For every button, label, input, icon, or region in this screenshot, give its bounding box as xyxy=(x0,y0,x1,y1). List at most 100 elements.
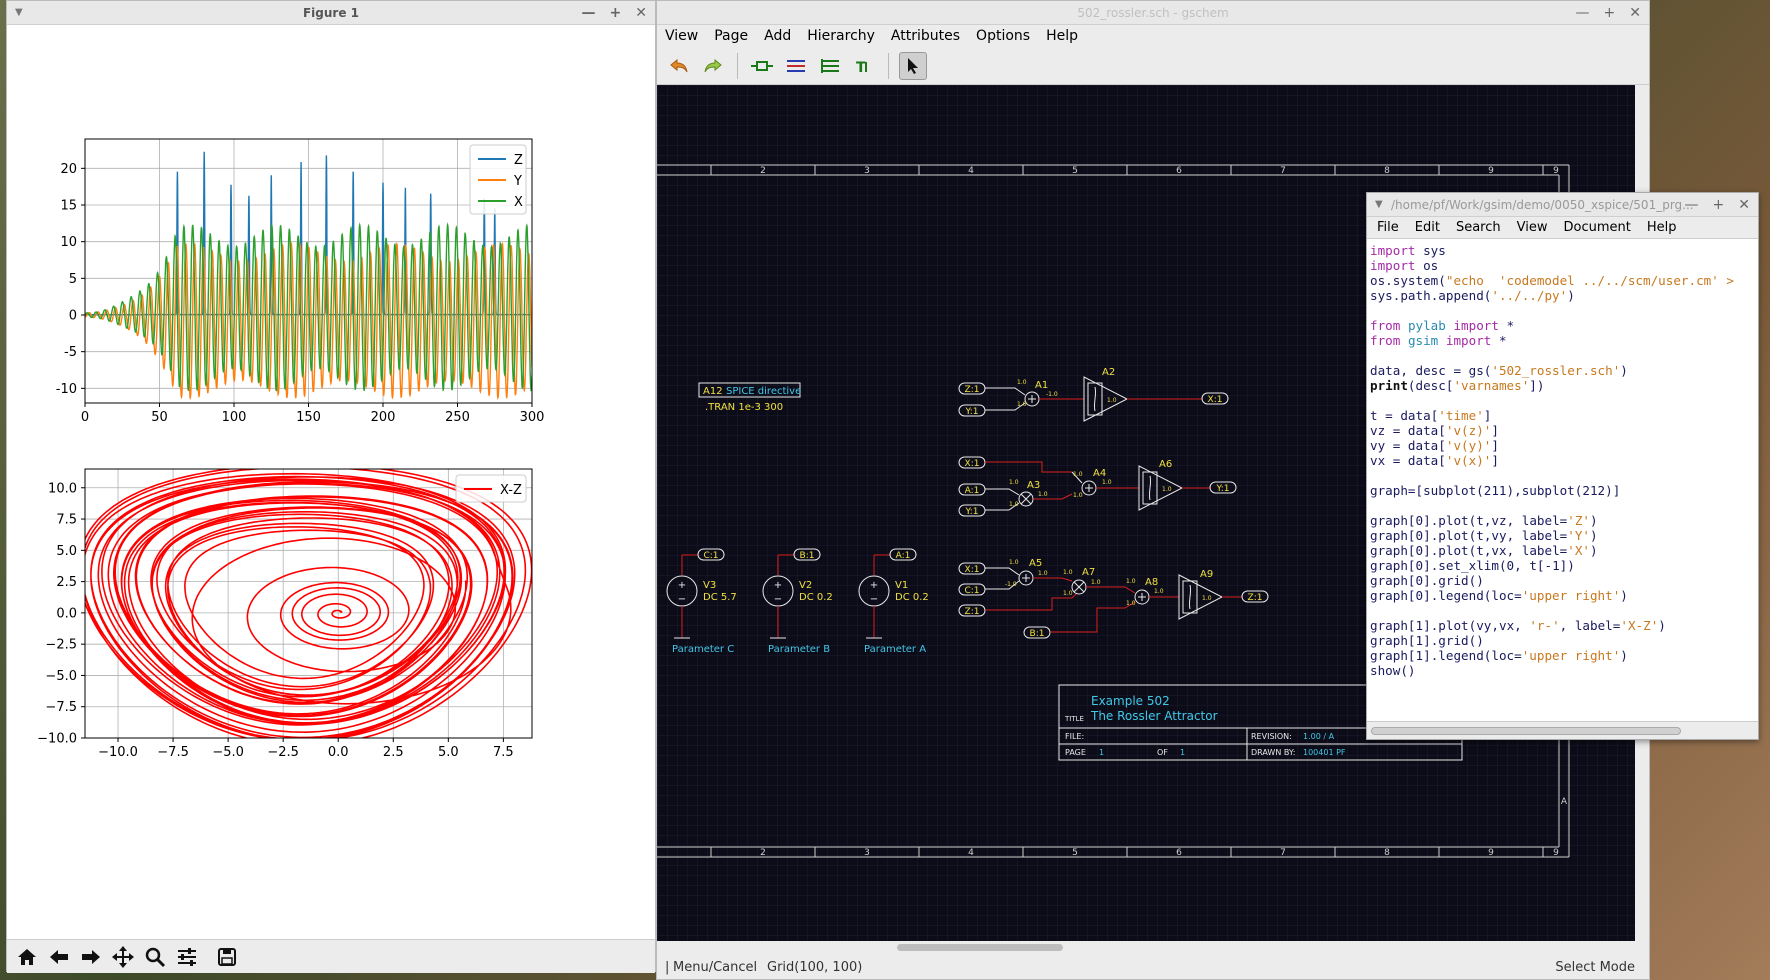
source-value: DC 0.2 xyxy=(895,592,929,603)
add-component-icon[interactable] xyxy=(748,52,776,80)
scroll-thumb[interactable] xyxy=(1371,727,1681,735)
svg-text:Z:1: Z:1 xyxy=(965,385,980,395)
menu-view[interactable]: View xyxy=(665,28,699,44)
menu-search[interactable]: Search xyxy=(1455,220,1501,235)
code-line xyxy=(1370,468,1758,483)
frame-numbers: 2 3 4 5 6 7 8 9 9 2 3 4 5 6 7 8 9 9 A xyxy=(760,166,1568,858)
y-tick-label: −7.5 xyxy=(45,700,77,715)
menu-help[interactable]: Help xyxy=(1646,220,1677,235)
svg-text:1.0: 1.0 xyxy=(1126,578,1136,585)
frame-number: 9 xyxy=(1488,166,1494,176)
svg-text:1.0: 1.0 xyxy=(1202,595,1212,602)
menu-file[interactable]: File xyxy=(1377,220,1399,235)
close-icon[interactable]: ✕ xyxy=(1629,4,1641,21)
svg-text:+: + xyxy=(774,580,782,591)
svg-text:-1.0: -1.0 xyxy=(1046,391,1058,398)
y-tick-label: −2.5 xyxy=(45,638,77,653)
source-caption: Parameter C xyxy=(672,644,734,655)
figure-titlebar[interactable]: ▼ Figure 1 — + ✕ xyxy=(7,1,655,25)
menu-add[interactable]: Add xyxy=(764,28,792,44)
window-menu-icon[interactable]: ▼ xyxy=(1375,199,1383,210)
svg-text:1.0: 1.0 xyxy=(1009,501,1019,508)
x-tick-label: 2.5 xyxy=(383,745,404,760)
horizontal-scrollbar[interactable] xyxy=(657,941,1635,955)
svg-text:1.0: 1.0 xyxy=(1017,401,1027,408)
minimize-icon[interactable]: — xyxy=(1684,196,1699,213)
svg-text:1.0: 1.0 xyxy=(1009,479,1019,486)
title-block[interactable]: TITLE Example 502 The Rossler Attractor … xyxy=(1058,684,1463,761)
frame-number: 9 xyxy=(1553,848,1559,858)
window-menu-icon[interactable]: ▼ xyxy=(15,7,23,18)
menu-view[interactable]: View xyxy=(1516,220,1548,235)
home-icon[interactable] xyxy=(13,943,41,971)
menu-attributes[interactable]: Attributes xyxy=(890,28,961,44)
code-editor[interactable]: import sys import os os.system("echo 'code… xyxy=(1367,241,1758,721)
code-line: graph[0].plot(t,vz, label='Z') xyxy=(1370,513,1598,528)
minimize-icon[interactable]: — xyxy=(1575,4,1590,21)
frame-number: 6 xyxy=(1176,848,1182,858)
pan-icon[interactable] xyxy=(109,943,137,971)
frame-number: 9 xyxy=(1488,848,1494,858)
undo-icon[interactable] xyxy=(665,52,693,80)
code-line: graph[0].plot(t,vx, label='X') xyxy=(1370,543,1598,558)
add-text-icon[interactable]: T xyxy=(850,52,878,80)
menu-document[interactable]: Document xyxy=(1563,220,1631,235)
maximize-icon[interactable]: + xyxy=(609,4,622,21)
net-label xyxy=(889,548,917,561)
svg-text:TITLE: TITLE xyxy=(1064,715,1084,723)
add-net-icon[interactable] xyxy=(782,52,810,80)
svg-text:A4: A4 xyxy=(1093,468,1106,479)
svg-text:Z:1: Z:1 xyxy=(1248,593,1263,603)
menu-help[interactable]: Help xyxy=(1046,28,1078,44)
x-tick-label: −2.5 xyxy=(267,745,299,760)
code-line: graph[0].plot(t,vy, label='Y') xyxy=(1370,528,1598,543)
svg-text:1.0: 1.0 xyxy=(1091,579,1101,586)
row-y-integrator[interactable]: X:1 A:1 Y:1 A3 1.0 1.0 1.0 A4 1.0 1.0 1.… xyxy=(958,456,1237,517)
y-tick-label: −10.0 xyxy=(37,732,77,747)
menu-options[interactable]: Options xyxy=(976,28,1031,44)
svg-text:+: + xyxy=(870,580,878,591)
maximize-icon[interactable]: + xyxy=(1712,196,1725,213)
svg-text:B:1: B:1 xyxy=(1030,629,1045,639)
y-tick-label: 5 xyxy=(69,272,77,287)
x-tick-label: 7.5 xyxy=(493,745,514,760)
scroll-thumb[interactable] xyxy=(897,944,1063,951)
legend: ZYX xyxy=(469,144,527,215)
spice-directive[interactable]: A12 SPICE directive .TRAN 1e-3 300 xyxy=(698,382,801,413)
menu-hierarchy[interactable]: Hierarchy xyxy=(807,28,875,44)
maximize-icon[interactable]: + xyxy=(1603,4,1616,21)
forward-icon[interactable] xyxy=(77,943,105,971)
select-arrow-icon[interactable] xyxy=(899,51,927,80)
figure-canvas[interactable]: 0 50 100 150 200 250 300-10-505101520ZYX−10.0−… xyxy=(7,25,655,939)
series-x-z-line xyxy=(85,469,532,738)
code-line: from gsim import * xyxy=(1370,333,1507,348)
back-icon[interactable] xyxy=(45,943,73,971)
close-icon[interactable]: ✕ xyxy=(1738,196,1750,213)
menu-page[interactable]: Page xyxy=(714,28,749,44)
svg-text:SPICE directive: SPICE directive xyxy=(726,386,801,397)
code-line xyxy=(1370,348,1758,363)
configure-icon[interactable] xyxy=(173,943,201,971)
add-bus-icon[interactable] xyxy=(816,52,844,80)
row-z-integrator[interactable]: X:1 C:1 Z:1 B:1 A5 1.0 -1.0 1.0 A7 1.0 1… xyxy=(958,558,1269,639)
source-value: DC 0.2 xyxy=(799,592,833,603)
horizontal-scrollbar[interactable] xyxy=(1367,721,1758,739)
row-x-integrator[interactable]: Z:1 Y:1 A1 1.0 1.0 -1.0 A2 1.0 X:1 xyxy=(958,367,1229,422)
menu-edit[interactable]: Edit xyxy=(1414,220,1440,235)
code-line: show() xyxy=(1370,663,1416,678)
zoom-icon[interactable] xyxy=(141,943,169,971)
code-line: vz = data['v(z)'] xyxy=(1370,423,1499,438)
minimize-icon[interactable]: — xyxy=(581,4,596,21)
close-icon[interactable]: ✕ xyxy=(635,4,647,21)
code-line: t = data['time'] xyxy=(1370,408,1492,423)
x-tick-label: 5.0 xyxy=(438,745,459,760)
svg-text:T: T xyxy=(856,60,866,75)
gschem-titlebar[interactable]: 502_rossler.sch - gschem — + ✕ xyxy=(657,1,1649,25)
redo-icon[interactable] xyxy=(699,52,727,80)
editor-titlebar[interactable]: ▼ /home/pf/Work/gsim/demo/0050_xspice/50… xyxy=(1367,193,1758,217)
y-tick-label: 20 xyxy=(60,162,77,177)
save-icon[interactable] xyxy=(213,943,241,971)
